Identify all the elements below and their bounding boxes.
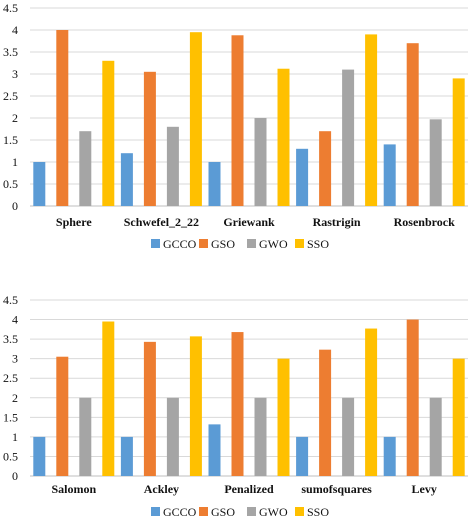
- bar-gso: [406, 43, 419, 207]
- y-tick-label: 0: [12, 199, 18, 213]
- bar-gwo: [342, 69, 355, 206]
- legend-label: GWO: [259, 237, 288, 251]
- bar-gso: [143, 341, 156, 476]
- bar-gwo: [254, 118, 267, 206]
- bar-gwo: [166, 126, 179, 206]
- y-tick-label: 2: [12, 391, 18, 405]
- y-tick-label: 1.5: [3, 410, 18, 424]
- bar-sso: [277, 358, 290, 476]
- bar-gso: [143, 71, 156, 206]
- bar-gwo: [342, 397, 355, 476]
- bar-sso: [189, 336, 202, 476]
- y-tick-label: 1: [12, 430, 18, 444]
- category-label: Rastrigin: [313, 215, 361, 229]
- legend-swatch-gcco: [151, 239, 160, 248]
- bar-gwo: [254, 397, 267, 476]
- y-tick-label: 2.5: [3, 371, 18, 385]
- category-label: Griewank: [223, 215, 275, 229]
- bar-gcco: [296, 436, 309, 476]
- bar-gcco: [383, 144, 396, 206]
- bar-gwo: [166, 397, 179, 476]
- bar-sso: [102, 321, 115, 476]
- y-tick-label: 0.5: [3, 449, 18, 463]
- bar-gcco: [33, 436, 46, 476]
- bar-gcco: [208, 162, 221, 206]
- legend-swatch-gcco: [151, 507, 160, 516]
- legend-label: SSO: [307, 237, 329, 251]
- category-label: Ackley: [144, 482, 179, 496]
- bar-sso: [452, 358, 465, 476]
- bar-gcco: [120, 436, 133, 476]
- legend-swatch-gso: [199, 239, 208, 248]
- y-tick-label: 4: [12, 23, 18, 37]
- bar-sso: [365, 328, 378, 476]
- legend-label: GSO: [211, 505, 235, 519]
- legend-label: GWO: [259, 505, 288, 519]
- legend-swatch-sso: [295, 507, 304, 516]
- bar-gcco: [383, 436, 396, 476]
- bar-gwo: [429, 119, 442, 206]
- category-label: Schwefel_2_22: [124, 215, 199, 229]
- bar-gso: [231, 35, 244, 206]
- category-label: sumofsquares: [301, 482, 372, 496]
- y-tick-label: 3.5: [3, 45, 18, 59]
- bar-gcco: [33, 162, 46, 206]
- bar-gso: [319, 131, 332, 206]
- bar-sso: [277, 68, 290, 206]
- y-tick-label: 3.5: [3, 332, 18, 346]
- category-label: Salomon: [51, 482, 96, 496]
- y-tick-label: 1: [12, 155, 18, 169]
- y-tick-label: 3: [12, 352, 18, 366]
- bar-gcco: [208, 424, 221, 476]
- legend-swatch-gwo: [247, 507, 256, 516]
- y-tick-label: 2.5: [3, 89, 18, 103]
- bar-sso: [452, 78, 465, 206]
- legend-label: GSO: [211, 237, 235, 251]
- legend-label: GCCO: [163, 237, 197, 251]
- bar-gcco: [296, 148, 309, 206]
- bar-sso: [102, 60, 115, 206]
- category-label: Penalized: [224, 482, 274, 496]
- legend-label: GCCO: [163, 505, 197, 519]
- bar-gso: [231, 332, 244, 476]
- bar-gso: [406, 319, 419, 476]
- bar-gwo: [79, 397, 92, 476]
- y-tick-label: 2: [12, 111, 18, 125]
- category-label: Rosenbrock: [394, 215, 455, 229]
- legend-swatch-gwo: [247, 239, 256, 248]
- category-label: Sphere: [56, 215, 92, 229]
- bar-sso: [189, 32, 202, 207]
- y-tick-label: 4.5: [3, 293, 18, 307]
- y-tick-label: 4: [12, 313, 18, 327]
- bar-gso: [319, 349, 332, 476]
- y-tick-label: 1.5: [3, 133, 18, 147]
- bar-sso: [365, 34, 378, 207]
- bar-gso: [56, 30, 69, 206]
- y-tick-label: 4.5: [3, 1, 18, 15]
- legend-label: SSO: [307, 505, 329, 519]
- bar-gcco: [120, 153, 133, 206]
- bar-gwo: [429, 397, 442, 476]
- bar-gwo: [79, 131, 92, 206]
- y-tick-label: 3: [12, 67, 18, 81]
- y-tick-label: 0: [12, 469, 18, 483]
- legend-swatch-gso: [199, 507, 208, 516]
- category-label: Levy: [412, 482, 437, 496]
- y-tick-label: 0.5: [3, 177, 18, 191]
- legend-swatch-sso: [295, 239, 304, 248]
- bar-gso: [56, 356, 69, 476]
